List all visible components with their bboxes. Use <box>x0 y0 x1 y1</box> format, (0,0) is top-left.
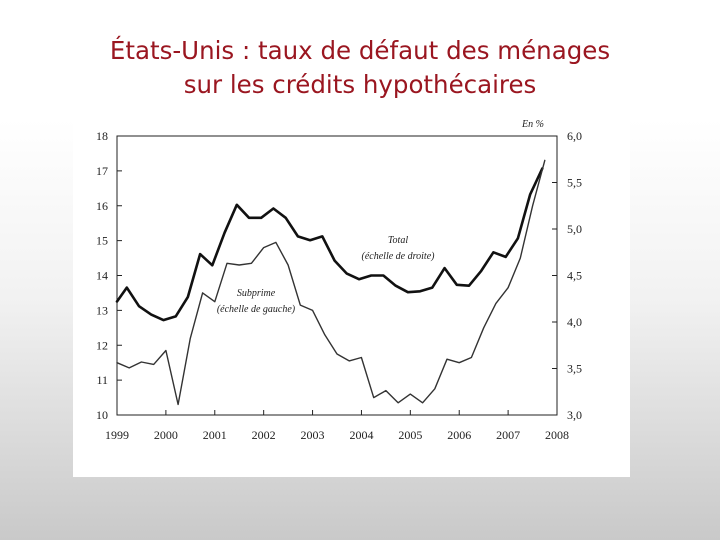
x-axis-tick-label: 2003 <box>301 428 325 442</box>
x-axis-tick-label: 2007 <box>496 428 520 442</box>
x-axis-tick-label: 2008 <box>545 428 569 442</box>
total-series-line <box>115 167 544 322</box>
right-axis-tick-label: 6,0 <box>567 129 582 143</box>
subprime-series-label: Subprime <box>237 288 276 299</box>
x-axis-tick-label: 2005 <box>398 428 422 442</box>
unit-label: En % <box>521 119 544 130</box>
right-axis-tick-label: 3,5 <box>567 362 582 376</box>
x-axis-tick-label: 2006 <box>447 428 471 442</box>
left-axis-tick-label: 11 <box>96 373 108 387</box>
subprime-series-line <box>116 159 546 406</box>
plot-frame <box>116 135 558 416</box>
series-layer <box>115 159 546 406</box>
left-axis-tick-label: 13 <box>96 303 108 317</box>
x-axis-tick-label: 2001 <box>203 428 227 442</box>
left-axis-tick-label: 16 <box>96 199 108 213</box>
left-axis-tick-label: 10 <box>96 408 108 422</box>
total-series-label: Total <box>388 235 408 246</box>
x-axis-tick-label: 2002 <box>252 428 276 442</box>
slide-title-line-2: sur les crédits hypothécaires <box>183 70 537 99</box>
x-axis-tick-label: 2004 <box>349 428 373 442</box>
left-axis-tick-label: 14 <box>96 269 108 283</box>
right-axis-tick-label: 3,0 <box>567 408 582 422</box>
x-axis: 1999 2000 2001 2002 2003 2004 2005 2006 2007 2008 <box>105 410 569 442</box>
right-axis-tick-label: 5,5 <box>567 176 582 190</box>
slide-title-line-1: États-Unis : taux de défaut des ménages <box>109 36 611 65</box>
x-axis-tick-label: 2000 <box>154 428 178 442</box>
subprime-series-sublabel: (échelle de gauche) <box>217 304 296 315</box>
left-axis-tick-label: 15 <box>96 234 108 248</box>
right-axis: 3,0 3,5 4,0 4,5 5,0 5,5 6,0 <box>552 129 582 422</box>
left-axis-tick-label: 12 <box>96 338 108 352</box>
left-axis: 10 11 12 13 14 15 16 17 18 <box>96 129 122 422</box>
right-axis-tick-label: 4,0 <box>567 315 582 329</box>
total-series-sublabel: (échelle de droite) <box>362 251 436 262</box>
right-axis-tick-label: 5,0 <box>567 222 582 236</box>
left-axis-tick-label: 17 <box>96 164 108 178</box>
line-chart: 10 11 12 13 14 15 16 17 18 3,0 3,5 4,0 4,5 5,0 5,5 6,0… <box>96 119 582 442</box>
right-axis-tick-label: 4,5 <box>567 269 582 283</box>
chart-panel: 10 11 12 13 14 15 16 17 18 3,0 3,5 4,0 4,5 5,0 5,5 6,0… <box>73 117 630 477</box>
x-axis-tick-label: 1999 <box>105 428 129 442</box>
left-axis-tick-label: 18 <box>96 129 108 143</box>
slide-title: États-Unis : taux de défaut des ménages … <box>0 34 720 102</box>
